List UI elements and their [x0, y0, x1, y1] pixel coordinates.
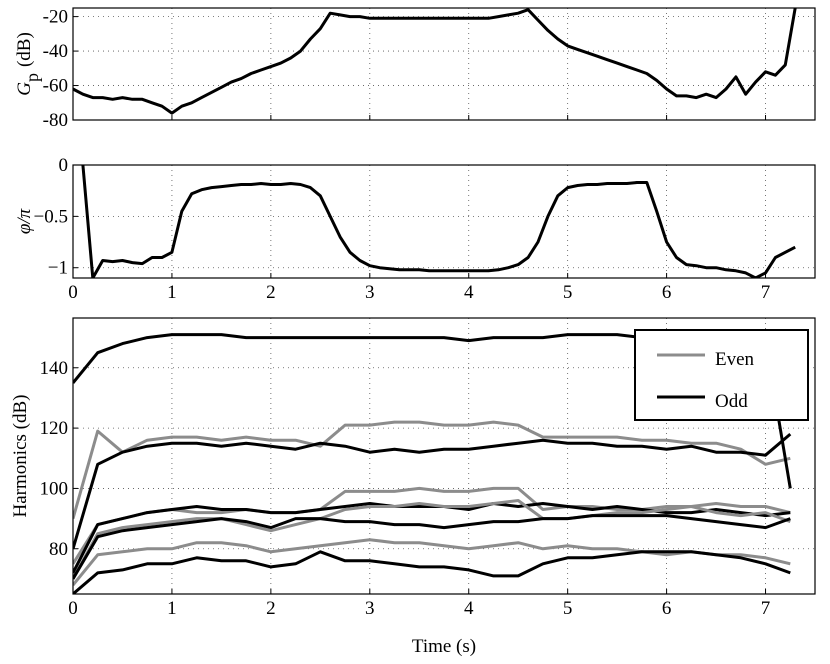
y-tick-label: 80	[49, 539, 68, 560]
data-line	[73, 420, 791, 520]
y-tick-label: 140	[40, 358, 69, 379]
y-tick-label: −1	[48, 258, 68, 279]
panel: -80 -60 -40 -20 Gp (dB)	[14, 7, 816, 131]
y-label-unit: (dB)	[14, 32, 35, 67]
y-label-subscript: p	[22, 73, 42, 82]
x-tick-label: 6	[662, 282, 672, 303]
y-tick-label: -40	[43, 41, 68, 62]
data-line	[73, 538, 791, 586]
x-tick-label: 5	[563, 598, 573, 619]
legend-label: Odd	[715, 391, 748, 412]
data-line	[73, 432, 792, 550]
x-tick-label: 7	[761, 282, 771, 303]
x-tick-label: 3	[365, 282, 375, 303]
x-axis-label: Time (s)	[412, 636, 476, 657]
plot-frame	[72, 317, 816, 595]
x-tick-label: 1	[167, 282, 177, 303]
y-axis-label: Gp (dB)	[14, 32, 42, 96]
legend-label: Even	[715, 349, 755, 370]
x-tick-label: 0	[68, 282, 78, 303]
x-tick-label: 0	[68, 598, 78, 619]
x-tick-label: 6	[662, 598, 672, 619]
data-line	[73, 499, 791, 580]
data-line	[73, 486, 791, 565]
data-line	[73, 514, 791, 580]
data-line	[73, 550, 791, 594]
y-tick-label: 100	[40, 478, 69, 499]
y-axis-label: φ/π	[14, 208, 35, 234]
y-tick-label: 120	[40, 418, 69, 439]
x-tick-label: 2	[266, 282, 276, 303]
legend-box	[634, 329, 809, 421]
legend: Even Odd	[634, 329, 809, 421]
x-tick-label: 4	[464, 598, 474, 619]
x-tick-label: 7	[761, 598, 771, 619]
panel: 0 1 2 3 4 5 6 7 80 100 120 140 Harmonics (dB) Time (s…	[10, 317, 816, 657]
x-tick-label: 4	[464, 282, 474, 303]
data-line	[73, 8, 797, 115]
plot-frame	[72, 7, 816, 121]
plot-frame	[72, 164, 816, 279]
y-tick-label: -60	[43, 76, 68, 97]
y-tick-label: -80	[43, 110, 68, 131]
x-tick-label: 2	[266, 598, 276, 619]
y-axis-label: Harmonics (dB)	[10, 395, 31, 518]
panel: 0 1 2 3 4 5 6 7 −1 −0.5 0 φ/π	[14, 155, 816, 303]
y-tick-label: −0.5	[34, 206, 68, 227]
y-tick-label: 0	[59, 155, 69, 176]
y-tick-label: -20	[43, 7, 68, 28]
x-tick-label: 1	[167, 598, 177, 619]
data-line	[81, 165, 796, 278]
x-tick-label: 5	[563, 282, 573, 303]
y-label-symbol: G	[14, 82, 35, 96]
x-tick-label: 3	[365, 598, 375, 619]
